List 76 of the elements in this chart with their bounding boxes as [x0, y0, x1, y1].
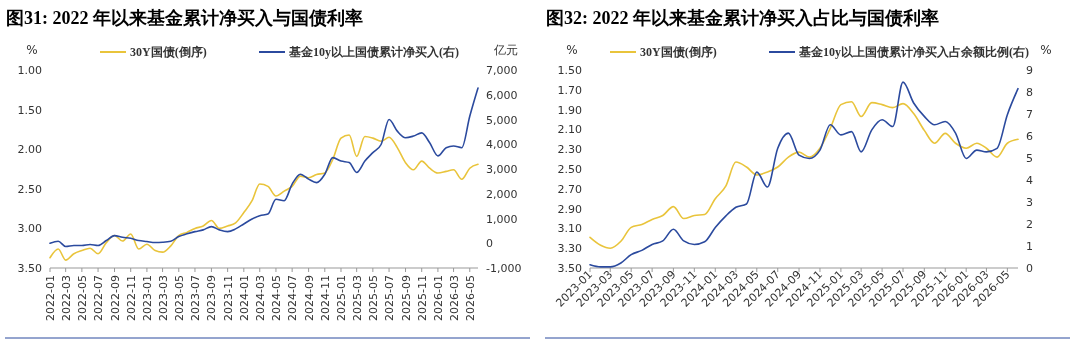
y2-tick-label: -1,000 — [486, 262, 522, 275]
y2-tick-label: 7 — [1026, 108, 1033, 121]
x-tick-label: 2025-11 — [415, 275, 429, 321]
y-tick-label: 2.90 — [557, 202, 582, 216]
y-tick-label: 1.70 — [557, 83, 582, 97]
line-series — [49, 87, 479, 248]
x-tick-label: 2023-09 — [205, 275, 219, 321]
y-tick-label: 1.90 — [557, 103, 582, 117]
x-tick-label: 2026-03 — [447, 275, 461, 321]
x-tick-label: 2023-07 — [188, 275, 202, 321]
x-tick-label: 2025-09 — [399, 275, 413, 321]
y-tick-label: 2.50 — [557, 163, 582, 176]
y2-tick-label: 8 — [1026, 86, 1033, 99]
y2-tick-label: 6 — [1026, 130, 1033, 143]
line-series — [49, 134, 479, 261]
x-tick-label: 2025-01 — [335, 275, 348, 321]
x-tick-label: 2024-01 — [237, 275, 251, 321]
y2-axis-title: 亿元 — [493, 43, 518, 57]
x-tick-label: 2023-03 — [156, 275, 170, 321]
x-tick-label: 2023-01 — [140, 275, 154, 321]
x-tick-label: 2026-05 — [463, 275, 477, 321]
legend-label: 基金10y以上国债累计净买入占余额比例(右) — [798, 45, 1029, 59]
x-tick-label: 2023-05 — [172, 275, 186, 321]
y-tick-label: 2.30 — [557, 143, 582, 157]
y2-tick-label: 2 — [1026, 218, 1033, 231]
legend-label: 基金10y以上国债累计净买入(右) — [288, 45, 459, 59]
line-series — [589, 100, 1019, 249]
y2-tick-label: 5 — [1026, 152, 1033, 165]
y2-tick-label: 4,000 — [486, 138, 518, 152]
y2-tick-label: 5,000 — [486, 113, 518, 127]
y2-tick-label: 1 — [1026, 240, 1033, 253]
y-tick-label: 2.50 — [17, 182, 42, 196]
y-tick-label: 1.00 — [17, 64, 42, 77]
y-tick-label: 3.30 — [557, 242, 582, 256]
y-tick-label: 2.10 — [557, 123, 582, 137]
x-tick-label: 2025-03 — [350, 275, 364, 321]
y-tick-label: 2.00 — [17, 143, 42, 157]
x-tick-label: 2022-01 — [44, 275, 57, 321]
y2-tick-label: 0 — [486, 237, 493, 251]
y2-tick-label: 9 — [1026, 64, 1033, 77]
y-tick-label: 3.50 — [17, 262, 42, 275]
x-tick-label: 2024-09 — [302, 275, 316, 321]
x-tick-label: 2022-05 — [75, 275, 89, 321]
y-tick-label: 1.50 — [17, 103, 42, 117]
x-tick-label: 2024-03 — [253, 275, 267, 321]
y-tick-label: 2.70 — [557, 182, 582, 196]
y2-tick-label: 4 — [1026, 174, 1033, 187]
y2-axis-title: % — [1040, 43, 1052, 57]
x-tick-label: 2026-01 — [431, 275, 445, 321]
x-tick-label: 2024-05 — [269, 275, 283, 321]
y2-tick-label: 3 — [1026, 196, 1033, 209]
chart-title: 图32: 2022 年以来基金累计净买入占比与国债利率 — [546, 8, 939, 28]
x-tick-label: 2022-03 — [59, 275, 73, 321]
x-tick-label: 2022-09 — [108, 275, 122, 321]
x-tick-label: 2025-05 — [366, 275, 380, 321]
x-tick-label: 2024-07 — [286, 275, 300, 321]
x-tick-label: 2024-11 — [318, 275, 332, 321]
x-tick-label: 2023-11 — [221, 275, 235, 321]
x-tick-label: 2022-11 — [124, 275, 138, 321]
y2-tick-label: 7,000 — [486, 64, 518, 77]
y2-tick-label: 1,000 — [486, 212, 518, 226]
y-tick-label: 3.50 — [557, 262, 582, 275]
y-axis-title: % — [566, 43, 578, 57]
y-tick-label: 3.00 — [17, 222, 42, 236]
y-tick-label: 1.50 — [557, 64, 582, 77]
legend-label: 30Y国债(倒序) — [640, 45, 717, 59]
chart-title: 图31: 2022 年以来基金累计净买入与国债利率 — [6, 8, 363, 28]
y-tick-label: 3.10 — [557, 222, 582, 236]
x-tick-label: 2025-07 — [383, 275, 397, 321]
y2-tick-label: 6,000 — [486, 88, 518, 102]
y2-tick-label: 3,000 — [486, 163, 518, 176]
y-axis-title: % — [26, 43, 38, 57]
legend-label: 30Y国债(倒序) — [130, 45, 207, 59]
x-tick-label: 2022-07 — [92, 275, 106, 321]
y2-tick-label: 0 — [1026, 262, 1033, 275]
y2-tick-label: 2,000 — [486, 187, 518, 201]
